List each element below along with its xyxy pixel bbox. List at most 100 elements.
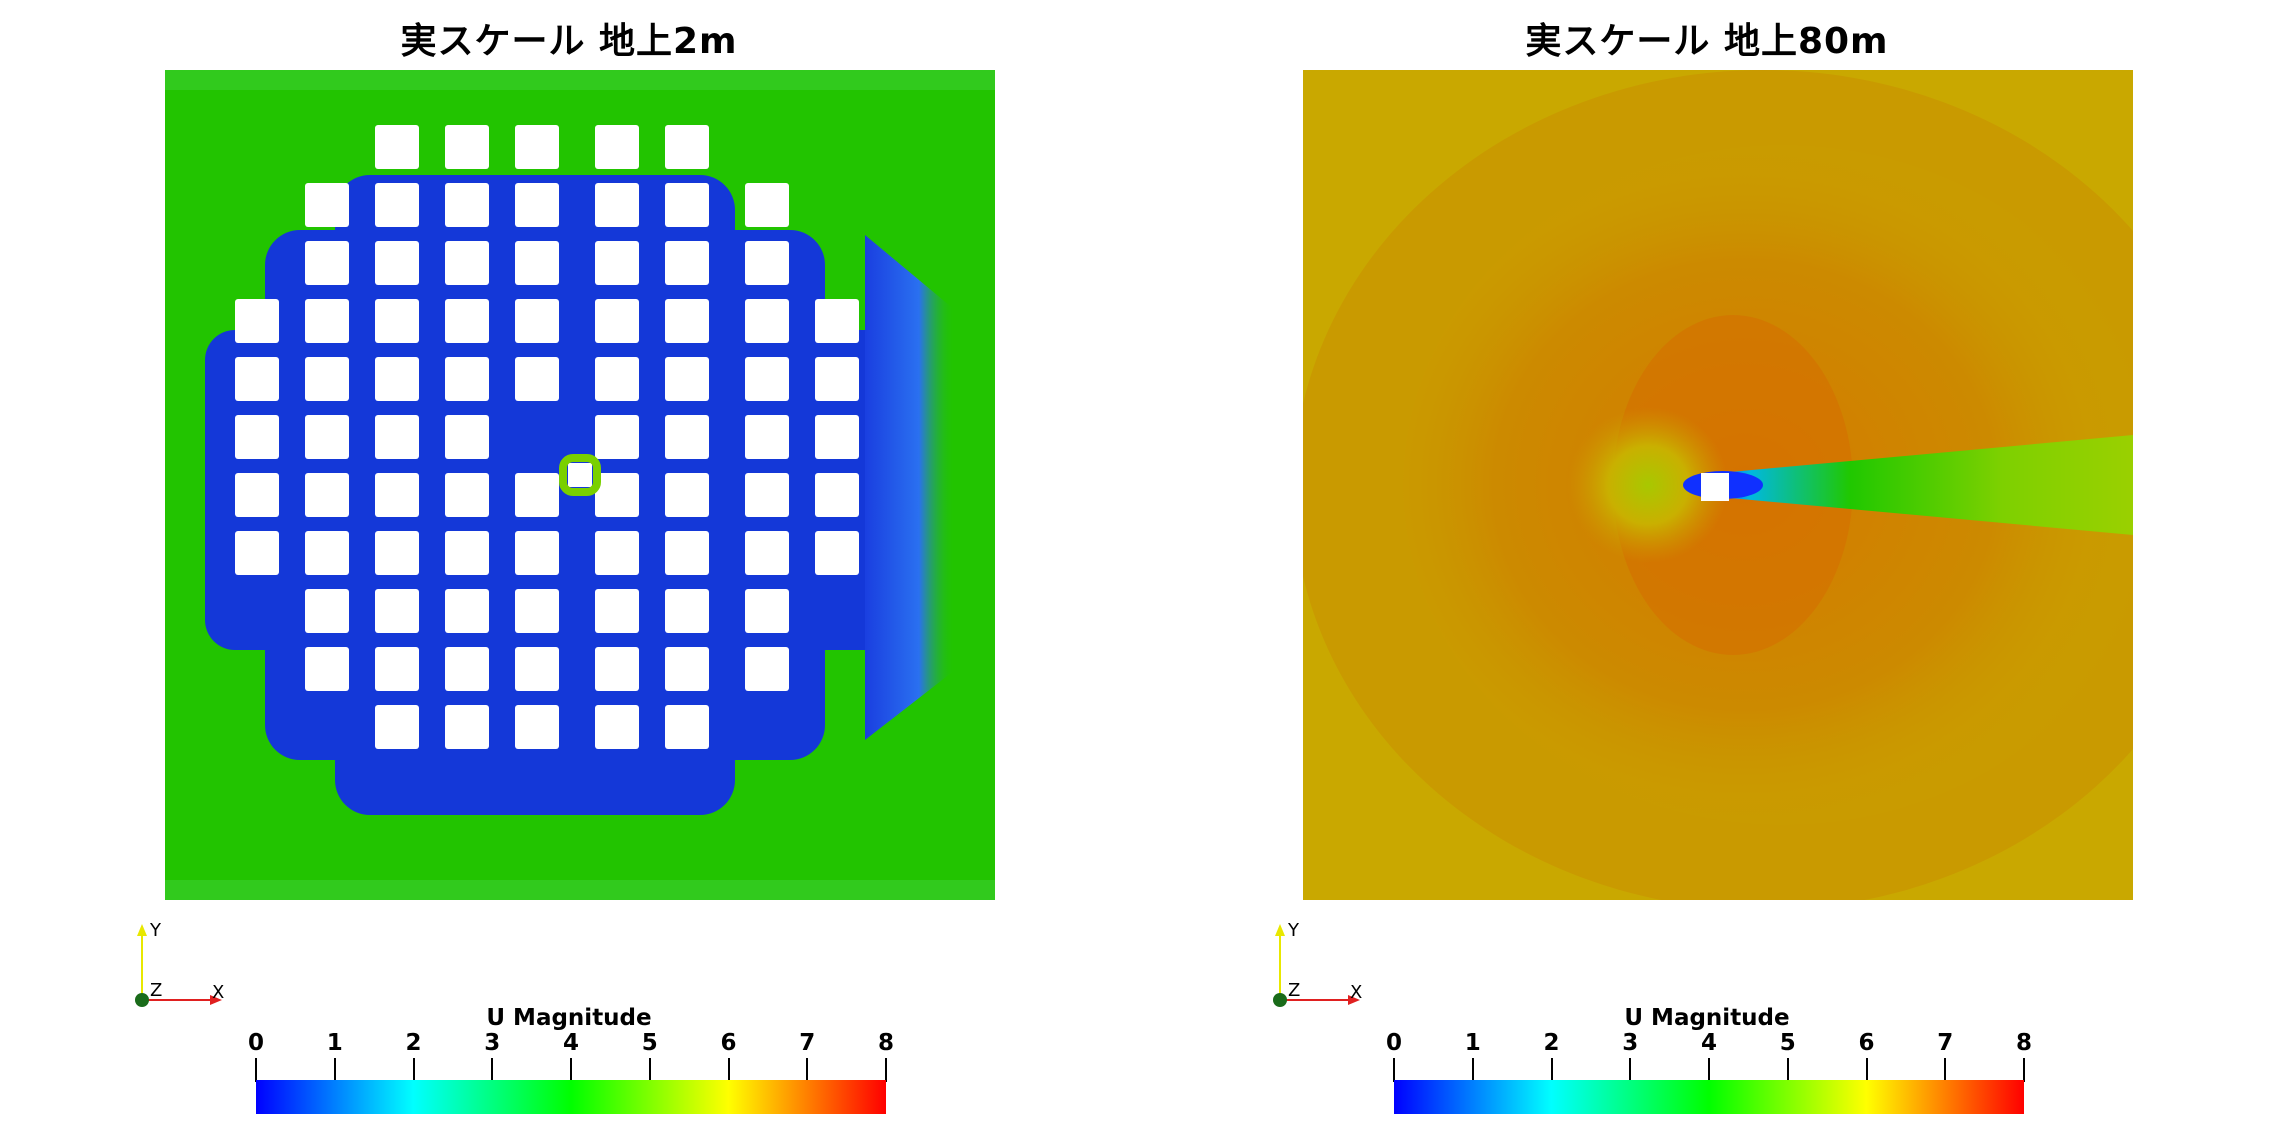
building xyxy=(445,241,489,285)
building xyxy=(445,647,489,691)
building xyxy=(445,183,489,227)
colorbar-tick-mark xyxy=(570,1058,572,1082)
colorbar-tick-label: 6 xyxy=(720,1030,737,1056)
building xyxy=(665,705,709,749)
colorbar-tick-label: 4 xyxy=(1700,1030,1717,1056)
center-building xyxy=(568,463,592,487)
building xyxy=(515,705,559,749)
z-axis-label: Z xyxy=(1288,980,1300,1001)
building xyxy=(595,647,639,691)
wake-region xyxy=(1698,435,2133,535)
colorbar-tick-label: 5 xyxy=(1779,1030,1796,1056)
building xyxy=(595,241,639,285)
building xyxy=(515,299,559,343)
colorbar-tick: 0 xyxy=(236,1030,276,1082)
building xyxy=(745,357,789,401)
building xyxy=(445,589,489,633)
colorbar-tick-label: 6 xyxy=(1858,1030,1875,1056)
colorbar-title: U Magnitude xyxy=(486,1005,652,1031)
building xyxy=(745,647,789,691)
building xyxy=(375,183,419,227)
building xyxy=(815,531,859,575)
building xyxy=(445,299,489,343)
building xyxy=(1701,473,1729,501)
building xyxy=(305,531,349,575)
colorbar-tick-mark xyxy=(1708,1058,1710,1082)
colorbar-tick-mark xyxy=(1865,1058,1868,1082)
building xyxy=(235,415,279,459)
colorbar-tick-mark xyxy=(333,1058,336,1082)
building xyxy=(665,357,709,401)
building xyxy=(375,415,419,459)
colorbar-tick-label: 3 xyxy=(484,1030,501,1056)
building xyxy=(305,473,349,517)
building xyxy=(595,415,639,459)
building xyxy=(595,125,639,169)
building xyxy=(375,357,419,401)
building xyxy=(665,415,709,459)
colorbar-tick-mark xyxy=(1471,1058,1474,1082)
building xyxy=(445,357,489,401)
y-axis-label: Y xyxy=(149,920,162,941)
colorbar-tick: 6 xyxy=(709,1030,749,1082)
y-axis-label: Y xyxy=(1287,920,1300,941)
building xyxy=(515,589,559,633)
colorbar-tick-label: 0 xyxy=(247,1030,264,1056)
colorbar-tick-mark xyxy=(412,1058,415,1082)
building xyxy=(375,647,419,691)
building xyxy=(375,473,419,517)
colorbar-tick: 5 xyxy=(1768,1030,1808,1082)
colorbar-tick-mark xyxy=(1786,1058,1789,1082)
building xyxy=(445,473,489,517)
colorbar-tick-mark xyxy=(1550,1058,1553,1082)
colorbar-tick-mark xyxy=(2023,1058,2025,1082)
colorbar-tick-label: 5 xyxy=(641,1030,658,1056)
building xyxy=(595,357,639,401)
building xyxy=(815,415,859,459)
building xyxy=(665,473,709,517)
building xyxy=(305,241,349,285)
building xyxy=(445,125,489,169)
colorbar-tick-mark xyxy=(885,1058,887,1082)
colorbar-tick: 3 xyxy=(472,1030,512,1082)
colorbar-tick-mark xyxy=(1629,1058,1632,1082)
velocity-field-80m xyxy=(1303,70,2133,900)
colorbar-tick-mark xyxy=(491,1058,494,1082)
colorbar-tick: 4 xyxy=(551,1030,591,1082)
building xyxy=(665,647,709,691)
building xyxy=(375,589,419,633)
colorbar-tick-label: 3 xyxy=(1622,1030,1639,1056)
building xyxy=(515,357,559,401)
colorbar-tick-label: 2 xyxy=(405,1030,422,1056)
panel-ground-2m: 実スケール 地上2m Y Z X U Magnitude 0 xyxy=(135,21,995,1114)
building-grid xyxy=(235,125,859,749)
colorbar-tick-label: 8 xyxy=(2015,1030,2032,1056)
colorbar-title: U Magnitude xyxy=(1624,1005,1790,1031)
colorbar-tick-label: 7 xyxy=(799,1030,816,1056)
colorbar-tick-mark xyxy=(806,1058,809,1082)
building xyxy=(745,183,789,227)
building xyxy=(235,531,279,575)
building xyxy=(745,241,789,285)
colorbar-tick-label: 1 xyxy=(1464,1030,1481,1056)
building xyxy=(665,589,709,633)
building xyxy=(515,241,559,285)
colorbar-tick-mark xyxy=(1944,1058,1947,1082)
building xyxy=(515,531,559,575)
building xyxy=(375,531,419,575)
building xyxy=(305,647,349,691)
building xyxy=(745,531,789,575)
building xyxy=(515,647,559,691)
building xyxy=(305,589,349,633)
building xyxy=(815,473,859,517)
panel-ground-80m: 実スケール 地上80m xyxy=(1138,0,2276,1142)
building xyxy=(595,589,639,633)
building xyxy=(665,531,709,575)
colorbar-tick-label: 1 xyxy=(326,1030,343,1056)
building xyxy=(235,299,279,343)
building xyxy=(305,415,349,459)
building xyxy=(515,125,559,169)
colorbar-tick-label: 4 xyxy=(562,1030,579,1056)
panel-title: 実スケール 地上80m xyxy=(1525,21,1889,62)
building xyxy=(815,357,859,401)
